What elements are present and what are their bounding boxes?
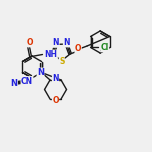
Text: O: O: [75, 45, 81, 54]
Text: N: N: [53, 38, 59, 47]
Text: N: N: [37, 68, 44, 77]
Text: N: N: [10, 78, 17, 88]
Text: Cl: Cl: [101, 43, 109, 52]
Text: NH: NH: [45, 50, 57, 59]
Text: O: O: [52, 95, 59, 105]
Text: CN: CN: [21, 76, 33, 85]
Text: N: N: [63, 38, 70, 47]
Text: N: N: [52, 74, 59, 83]
Text: O: O: [26, 38, 33, 47]
Text: S: S: [59, 57, 64, 66]
